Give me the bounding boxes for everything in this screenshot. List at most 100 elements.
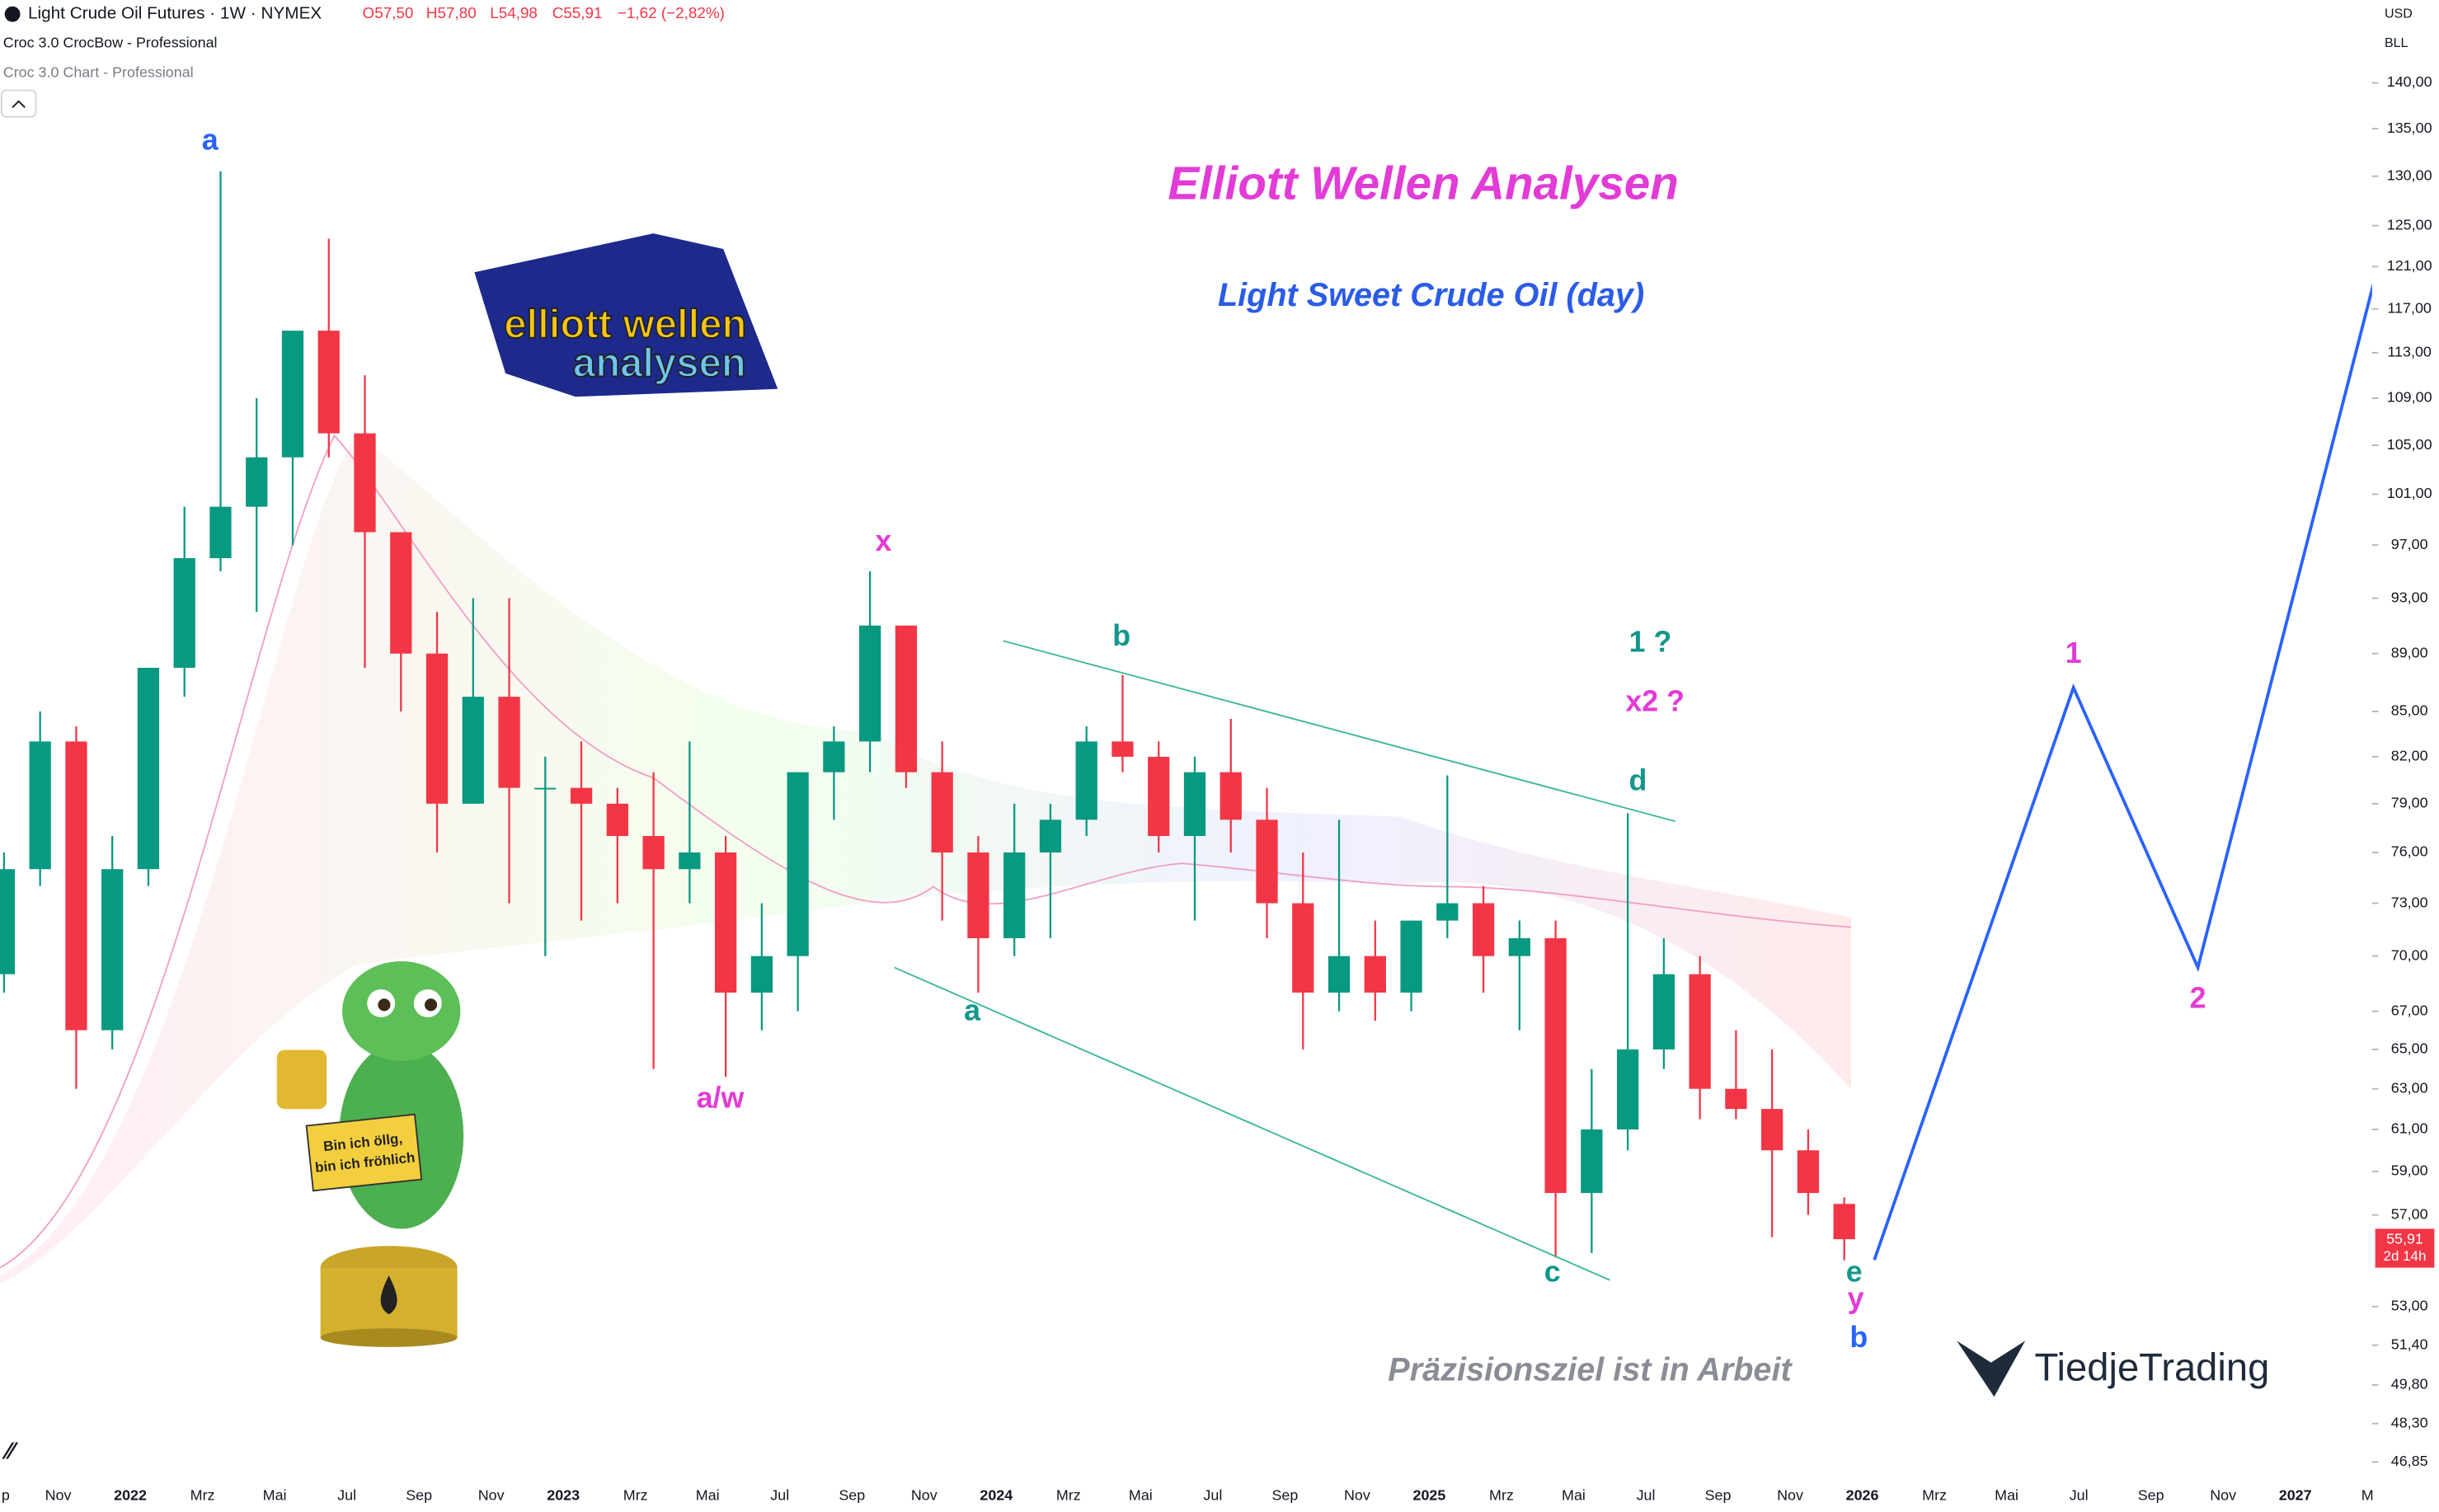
x-tick-label: 2027 (2279, 1487, 2312, 1504)
candle-body (1652, 974, 1675, 1049)
x-tick-label: p (2, 1487, 10, 1504)
candle-body (1220, 772, 1242, 820)
y-tick-label: 51,40 (2391, 1336, 2428, 1352)
candle-body (0, 869, 16, 974)
x-tick-label: Nov (1777, 1487, 1803, 1504)
candle-body (1183, 772, 1206, 837)
y-tick-label: 65,00 (2391, 1040, 2428, 1057)
unit[interactable]: BLL (2385, 35, 2408, 50)
x-tick-label: Sep (1271, 1487, 1298, 1504)
x-tick-label: Mai (263, 1487, 287, 1504)
x-tick-label: Mai (696, 1487, 720, 1504)
candle-body (137, 668, 160, 870)
candle-body (1400, 920, 1422, 993)
brand: TiedjeTrading (1957, 1341, 2269, 1397)
candle-body (714, 852, 737, 993)
candle-body (1833, 1204, 1855, 1240)
indicator-ribbon (0, 435, 1851, 1284)
x-tick-label: Mrz (1922, 1487, 1947, 1504)
x-tick-label: Jul (2070, 1487, 2089, 1504)
candle-body (1689, 974, 1711, 1089)
x-tick-label: 2026 (1846, 1487, 1879, 1504)
candle-body (931, 772, 953, 853)
logo-flag (474, 233, 778, 397)
y-tick-label: 46,85 (2391, 1453, 2428, 1469)
projection-path (1873, 276, 2377, 1261)
wave-label: a (202, 123, 219, 156)
y-tick-label: 59,00 (2391, 1162, 2428, 1179)
y-tick-label: 89,00 (2391, 644, 2428, 660)
y-tick-label: 113,00 (2387, 344, 2431, 360)
symbol: Light Crude Oil Futures · 1W · NYMEX (28, 4, 322, 23)
x-tick-label: Sep (1705, 1487, 1732, 1504)
channel-lower (894, 966, 1610, 1281)
x-tick-label: Jul (770, 1487, 789, 1504)
logo-text: elliott wellen (504, 302, 746, 346)
wave-label: x2 ? (1625, 684, 1685, 717)
x-tick-label: Nov (1344, 1487, 1370, 1504)
candle-body (462, 697, 484, 804)
barrel-bottom (320, 1328, 458, 1347)
candle-body (1761, 1109, 1783, 1151)
wave-label: y (1848, 1282, 1864, 1315)
x-tick-label: Jul (337, 1487, 356, 1504)
candle-body (534, 787, 557, 790)
currency[interactable]: USD (2385, 6, 2413, 21)
oil-can (276, 1049, 327, 1110)
y-tick-label: 130,00 (2387, 167, 2432, 183)
collapse-button[interactable] (0, 89, 37, 118)
candle-body (1581, 1129, 1603, 1194)
last-price: 55,91 (2386, 1230, 2423, 1247)
x-tick-label: Mrz (1489, 1487, 1514, 1504)
candle-body (606, 803, 628, 837)
candle-body (101, 869, 124, 1031)
candle-body (1148, 756, 1170, 837)
x-tick-label: M (2361, 1487, 2374, 1504)
candle-body (1472, 903, 1495, 956)
candle-body (787, 772, 809, 956)
countdown: 2d 14h (2384, 1248, 2427, 1264)
plot-area (0, 171, 1855, 1261)
note: Präzisionsziel ist in Arbeit (1388, 1352, 1793, 1388)
y-tick-label: 49,80 (2391, 1376, 2428, 1392)
wave-label: 1 ? (1629, 626, 1672, 659)
x-tick-label: Sep (406, 1487, 432, 1504)
candle-body (967, 852, 989, 939)
y-tick-label: 97,00 (2391, 536, 2428, 552)
ohlc-open: O57,50 (363, 4, 414, 21)
y-tick-label: 117,00 (2387, 299, 2431, 316)
candle-body (209, 506, 232, 559)
indicator-label[interactable]: Croc 3.0 Chart - Professional (3, 64, 194, 81)
candle-body (390, 532, 412, 654)
x-tick-label: Mai (1562, 1487, 1586, 1504)
croc-pupil (425, 998, 438, 1012)
tv-logo[interactable]: ⁄⁄ (2, 1438, 19, 1464)
candle-body (1292, 903, 1314, 993)
y-tick-label: 63,00 (2391, 1079, 2428, 1096)
symbol-icon (4, 6, 21, 22)
wave-label: e (1846, 1256, 1863, 1289)
x-tick-label: Nov (911, 1487, 938, 1504)
brand-icon (1957, 1341, 2026, 1397)
candle-body (246, 457, 268, 507)
y-tick-label: 109,00 (2387, 389, 2432, 406)
wave-label: b (1112, 619, 1130, 652)
oil-drop (380, 1275, 397, 1315)
indicator-label[interactable]: Croc 3.0 CrocBow - Professional (3, 35, 218, 51)
candle-body (354, 433, 376, 533)
candle-body (1256, 819, 1278, 904)
logo-text: analysen (573, 340, 746, 385)
candle-body (1436, 903, 1459, 921)
y-tick-label: 105,00 (2387, 436, 2432, 453)
y-tick-label: 82,00 (2391, 748, 2428, 764)
wave-label: b (1849, 1321, 1868, 1354)
chart-title: Elliott Wellen Analysen (1168, 157, 1678, 209)
wave-label: 2 (2190, 982, 2206, 1015)
y-tick-label: 140,00 (2387, 73, 2432, 90)
candle-body (750, 956, 773, 993)
x-tick-label: Mrz (1056, 1487, 1081, 1504)
ohlc-change: −1,62 (−2,82%) (618, 4, 725, 21)
candle-body (173, 558, 195, 669)
x-tick-label: Mai (1129, 1487, 1153, 1504)
